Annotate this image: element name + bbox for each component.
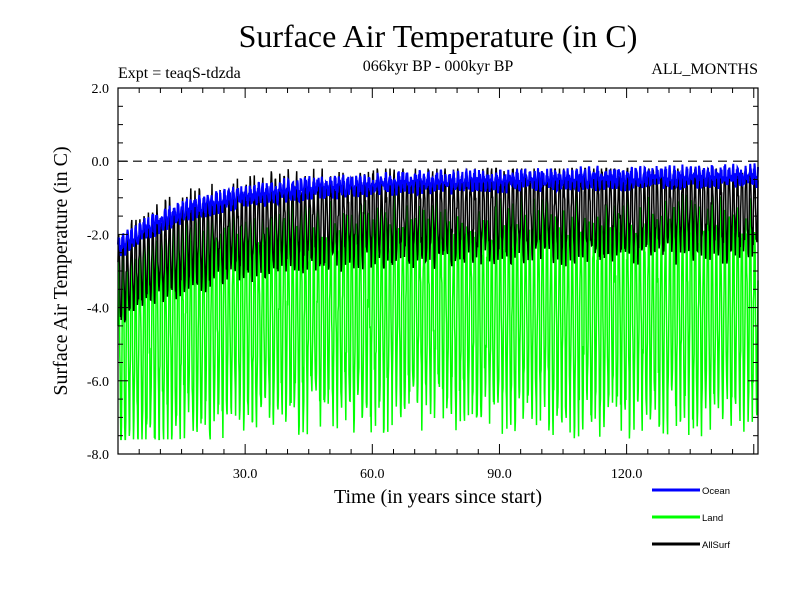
x-tick-label: 30.0 [233, 467, 258, 482]
series-line-ocean [117, 163, 759, 257]
series-line-land [117, 191, 759, 441]
x-tick-label: 60.0 [360, 467, 385, 482]
y-tick-label: -6.0 [87, 375, 109, 390]
y-tick-label: -2.0 [87, 228, 109, 243]
y-axis-label: Surface Air Temperature (in C) [50, 146, 72, 395]
legend-label-land: Land [702, 513, 723, 524]
y-tick-label: -4.0 [87, 302, 109, 317]
x-axis-label: Time (in years since start) [334, 486, 542, 508]
x-tick-label: 90.0 [487, 467, 512, 482]
period-label: 066kyr BP - 000kyr BP [363, 58, 514, 75]
x-tick-label: 120.0 [611, 467, 643, 482]
y-tick-label: 0.0 [92, 155, 110, 170]
y-tick-label: -8.0 [87, 448, 109, 463]
y-tick-label: 2.0 [92, 82, 110, 97]
legend-label-ocean: Ocean [702, 486, 730, 497]
axes: 2.0 0.0 -2.0 -4.0 -6.0 -8.0 30.0 60.0 90.0 120.0 [87, 82, 759, 482]
experiment-label: Expt = teaqS-tdzda [118, 65, 241, 82]
legend-label-allsurf: AllSurf [702, 540, 730, 551]
season-label: ALL_MONTHS [651, 61, 758, 78]
chart-title: Surface Air Temperature (in C) [239, 18, 638, 54]
legend: Ocean Land AllSurf [652, 486, 730, 551]
plot-series [117, 163, 759, 441]
